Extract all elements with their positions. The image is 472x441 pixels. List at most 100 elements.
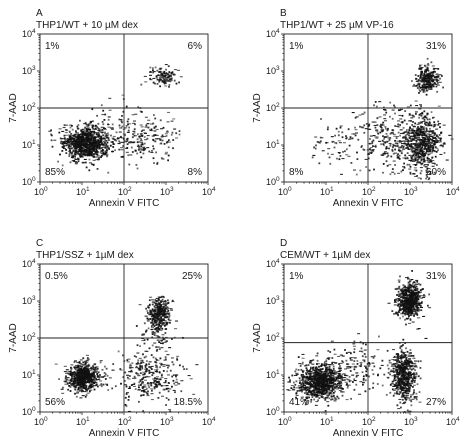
event-dot xyxy=(427,70,430,72)
event-dot xyxy=(426,75,429,78)
event-dot xyxy=(316,368,319,371)
event-dot xyxy=(419,140,422,143)
event-dot xyxy=(95,159,99,161)
event-dot xyxy=(80,136,83,139)
event-dot xyxy=(136,167,139,170)
event-dot xyxy=(419,113,422,116)
event-dot xyxy=(305,367,308,370)
event-dot xyxy=(91,386,95,388)
event-dot xyxy=(380,123,384,125)
event-dot xyxy=(119,368,122,370)
event-dot xyxy=(155,324,159,326)
event-dot xyxy=(164,378,168,380)
event-dot xyxy=(315,384,317,386)
event-dot xyxy=(149,309,151,312)
event-dot xyxy=(406,157,409,160)
event-dot xyxy=(112,363,115,365)
event-dot xyxy=(160,78,163,81)
event-dot xyxy=(333,380,336,382)
event-dot xyxy=(333,377,335,380)
event-dot xyxy=(142,373,144,376)
event-dot xyxy=(331,398,334,401)
event-dot xyxy=(416,87,419,89)
event-dot xyxy=(429,127,431,130)
event-dot xyxy=(105,139,108,142)
event-dot xyxy=(385,160,388,163)
event-dot xyxy=(95,153,98,156)
event-dot xyxy=(419,90,422,93)
event-dot xyxy=(315,385,318,387)
event-dot xyxy=(136,344,139,347)
event-dot xyxy=(425,127,428,130)
event-dot xyxy=(164,356,167,358)
event-dot xyxy=(320,363,323,365)
event-dot xyxy=(165,151,168,153)
event-dot xyxy=(304,403,307,406)
event-dot xyxy=(101,368,104,371)
event-dot xyxy=(69,145,72,148)
event-dot xyxy=(417,126,419,128)
event-dot xyxy=(147,376,151,378)
event-dot xyxy=(137,375,141,377)
event-dot xyxy=(333,395,335,397)
event-dot xyxy=(374,101,377,103)
event-dot xyxy=(163,70,166,73)
event-dot xyxy=(382,135,384,138)
event-dot xyxy=(406,133,409,136)
event-dot xyxy=(81,161,85,163)
event-dot xyxy=(433,68,437,70)
event-dot xyxy=(154,309,157,312)
quadrant-label-lower-right: 60% xyxy=(426,167,446,178)
event-dot xyxy=(79,397,83,399)
event-dot xyxy=(345,135,347,137)
event-dot xyxy=(412,164,416,166)
event-dot xyxy=(148,366,151,368)
event-dot xyxy=(315,371,319,373)
event-dot xyxy=(169,72,173,74)
event-dot xyxy=(58,378,60,380)
event-dot xyxy=(81,390,83,393)
event-dot xyxy=(83,130,87,132)
event-dot xyxy=(414,156,418,158)
event-dot xyxy=(76,127,79,130)
event-dot xyxy=(324,368,327,371)
event-dot xyxy=(74,368,77,371)
event-dot xyxy=(126,143,129,146)
event-dot xyxy=(372,145,374,147)
event-dot xyxy=(153,325,156,327)
event-dot xyxy=(73,381,77,383)
event-dot xyxy=(150,325,153,327)
event-dot xyxy=(160,157,163,159)
event-dot xyxy=(424,140,426,143)
event-dot xyxy=(151,301,155,303)
event-dot xyxy=(119,136,123,138)
event-dot xyxy=(373,121,377,123)
event-dot xyxy=(164,302,168,304)
event-dot xyxy=(398,142,402,144)
event-dot xyxy=(154,379,157,382)
event-dot xyxy=(425,140,429,142)
event-dot xyxy=(101,152,104,155)
event-dot xyxy=(82,375,85,378)
event-dot xyxy=(74,388,76,390)
event-dot xyxy=(170,133,173,136)
event-dot xyxy=(303,384,305,387)
event-dot xyxy=(369,151,371,154)
event-dot xyxy=(319,382,322,385)
event-dot xyxy=(310,371,314,373)
event-dot xyxy=(93,131,96,133)
event-dot xyxy=(430,124,433,127)
y-tick-label: 100 xyxy=(22,406,36,417)
event-dot xyxy=(76,374,80,376)
event-dot xyxy=(421,117,424,120)
event-dot xyxy=(436,139,438,142)
event-dot xyxy=(407,143,410,145)
event-dot xyxy=(104,113,107,116)
event-dot xyxy=(404,135,407,138)
event-dot xyxy=(402,146,405,149)
event-dot xyxy=(338,374,341,377)
event-dot xyxy=(336,395,339,398)
event-dot xyxy=(421,135,425,137)
event-dot xyxy=(432,130,434,133)
event-dot xyxy=(76,369,79,372)
